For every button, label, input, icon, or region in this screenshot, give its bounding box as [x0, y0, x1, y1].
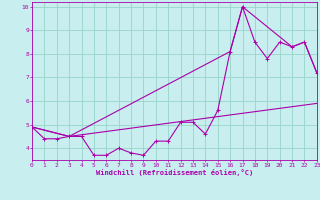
X-axis label: Windchill (Refroidissement éolien,°C): Windchill (Refroidissement éolien,°C): [96, 169, 253, 176]
